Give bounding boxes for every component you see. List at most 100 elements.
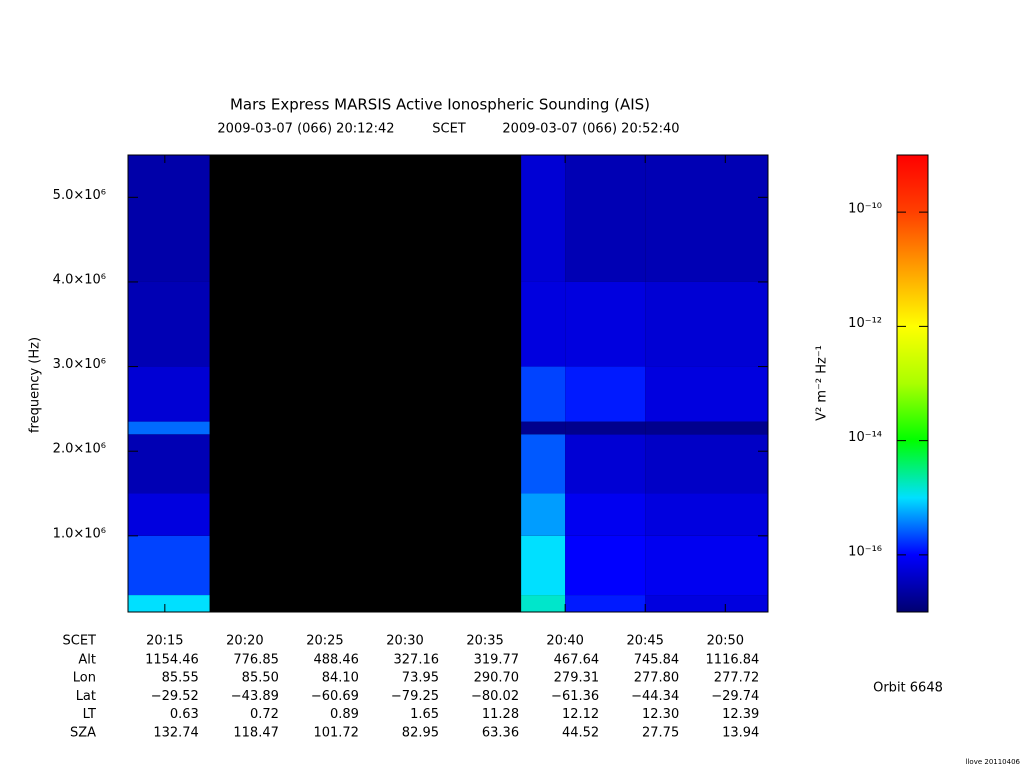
table-cell: 44.52 [562, 725, 599, 740]
heatmap-cell [128, 366, 210, 422]
heatmap-cell [565, 493, 646, 536]
table-cell: 1116.84 [706, 653, 760, 668]
heatmap-cell [565, 434, 646, 494]
subtitle-mid: SCET [432, 122, 466, 137]
table-row-label: SCET [63, 634, 97, 649]
heatmap-cell [565, 421, 646, 435]
table-cell: 1154.46 [145, 653, 199, 668]
colorbar-tick-label: 10⁻¹² [848, 316, 882, 331]
table-cell: 327.16 [394, 653, 440, 668]
chart-title: Mars Express MARSIS Active Ionospheric S… [230, 96, 650, 114]
heatmap-cell [521, 366, 566, 422]
heatmap-cell [645, 155, 768, 282]
colorbar-tick-label: 10⁻¹⁴ [848, 430, 882, 445]
table-cell: 467.64 [554, 653, 600, 668]
table-cell: 12.30 [642, 707, 679, 722]
table-cell: −79.25 [391, 689, 439, 704]
table-cell: 0.63 [170, 707, 199, 722]
subtitle-end: 2009-03-07 (066) 20:52:40 [502, 122, 679, 137]
heatmap-cell [521, 535, 566, 596]
table-row-label: Alt [78, 653, 96, 668]
table-cell: 118.47 [233, 725, 279, 740]
colorbar-label: V² m⁻² Hz⁻¹ [815, 345, 830, 421]
heatmap-cell [209, 155, 522, 282]
table-cell: −43.89 [231, 689, 279, 704]
table-cell: 63.36 [482, 725, 519, 740]
credit: llove 20110406 [966, 758, 1021, 766]
heatmap-cell [645, 493, 768, 536]
x-tick-label: 20:45 [626, 634, 663, 649]
y-tick-label: 5.0×10⁶ [53, 188, 106, 203]
table-cell: 84.10 [322, 671, 359, 686]
heatmap-cell [645, 434, 768, 494]
heatmap-cell [209, 595, 522, 612]
table-cell: 12.39 [722, 707, 759, 722]
heatmap-cell [209, 421, 522, 435]
heatmap-cell [521, 595, 566, 612]
table-row-label: LT [83, 707, 96, 722]
y-axis-label: frequency (Hz) [28, 337, 43, 433]
x-tick-label: 20:20 [226, 634, 263, 649]
table-cell: 82.95 [402, 725, 439, 740]
colorbar-tick-label: 10⁻¹⁶ [848, 544, 882, 559]
table-cell: −44.34 [631, 689, 679, 704]
table-cell: 12.12 [562, 707, 599, 722]
table-cell: 277.80 [634, 671, 680, 686]
heatmap-cell [645, 366, 768, 422]
table-cell: 279.31 [554, 671, 600, 686]
x-tick-label: 20:40 [546, 634, 583, 649]
plot-frame [127, 154, 769, 613]
heatmap-cell [128, 493, 210, 536]
table-cell: 0.72 [250, 707, 279, 722]
table-cell: 488.46 [313, 653, 359, 668]
heatmap-cell [209, 493, 522, 536]
table-cell: 101.72 [313, 725, 359, 740]
heatmap-cell [565, 535, 646, 596]
table-row-label: SZA [70, 725, 96, 740]
x-tick-label: 20:25 [306, 634, 343, 649]
heatmap-cell [565, 595, 646, 612]
table-cell: 319.77 [474, 653, 520, 668]
table-cell: 277.72 [714, 671, 760, 686]
y-tick-label: 4.0×10⁶ [53, 272, 106, 287]
heatmap-cell [128, 434, 210, 494]
table-cell: 73.95 [402, 671, 439, 686]
heatmap-cell [521, 155, 566, 282]
heatmap-cell [645, 535, 768, 596]
table-cell: 85.55 [162, 671, 199, 686]
table-cell: 745.84 [634, 653, 680, 668]
heatmap-cell [128, 281, 210, 367]
table-row-label: Lon [73, 671, 96, 686]
table-cell: 132.74 [153, 725, 199, 740]
y-tick-label: 3.0×10⁶ [53, 357, 106, 372]
heatmap-cell [521, 493, 566, 536]
subtitle-start: 2009-03-07 (066) 20:12:42 [217, 122, 394, 137]
table-cell: 776.85 [233, 653, 279, 668]
colorbar-tick-label: 10⁻¹⁰ [848, 202, 882, 217]
x-tick-label: 20:35 [466, 634, 503, 649]
table-cell: −61.36 [551, 689, 599, 704]
heatmap-cell [645, 595, 768, 612]
heatmap-cell [645, 421, 768, 435]
y-tick-label: 2.0×10⁶ [53, 442, 106, 457]
y-tick-label: 1.0×10⁶ [53, 526, 106, 541]
table-cell: −29.52 [151, 689, 199, 704]
x-tick-label: 20:30 [386, 634, 423, 649]
heatmap-cell [645, 281, 768, 367]
heatmap-cell [128, 421, 210, 435]
table-cell: 290.70 [474, 671, 520, 686]
heatmap-cell [565, 281, 646, 367]
table-cell: 1.65 [410, 707, 439, 722]
x-tick-label: 20:15 [146, 634, 183, 649]
orbit-label: Orbit 6648 [873, 681, 943, 696]
heatmap-cell [521, 421, 566, 435]
heatmap-cell [565, 155, 646, 282]
heatmap-cell [209, 366, 522, 422]
heatmap-cell [209, 535, 522, 596]
table-cell: 85.50 [242, 671, 279, 686]
heatmap-cell [128, 595, 210, 612]
table-row-label: Lat [76, 689, 96, 704]
heatmap-cell [565, 366, 646, 422]
table-cell: 0.89 [330, 707, 359, 722]
